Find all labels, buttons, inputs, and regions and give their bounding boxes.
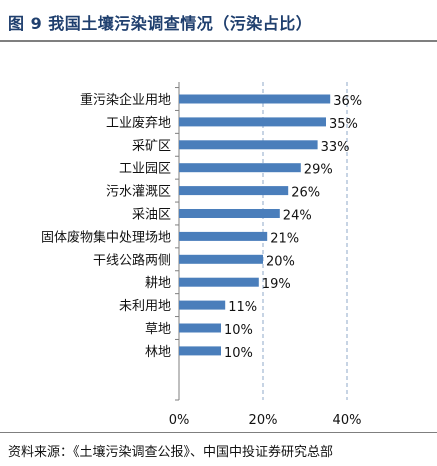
value-label: 21%	[270, 231, 299, 246]
value-label: 36%	[333, 94, 362, 109]
category-label: 工业园区	[119, 162, 171, 177]
x-tick-label: 20%	[249, 413, 278, 428]
category-label: 干线公路两侧	[93, 252, 171, 268]
category-label: 林地	[145, 345, 171, 360]
bar	[179, 117, 326, 127]
bar	[179, 323, 221, 333]
category-label: 采油区	[132, 208, 171, 223]
category-label: 采矿区	[132, 139, 171, 154]
value-label: 26%	[291, 186, 320, 201]
title-bar: 图 9 我国土壤污染调查情况（污染占比）	[0, 0, 437, 42]
category-label: 固体废物集中处理场地	[41, 229, 171, 245]
bar	[179, 277, 259, 287]
bar	[179, 254, 263, 264]
category-label: 重污染企业用地	[80, 92, 171, 108]
bar	[179, 231, 268, 241]
bar	[179, 163, 301, 173]
bar	[179, 140, 318, 150]
value-label: 33%	[321, 140, 350, 155]
value-label: 29%	[304, 163, 333, 178]
category-label: 未利用地	[119, 299, 171, 314]
bar-chart: 重污染企业用地 36% 工业废弃地 35% 采矿区 33% 工业园区 29% 污水灌溉区 26% 采…	[41, 82, 362, 428]
value-label: 20%	[266, 254, 295, 269]
source-footer: 资料来源：《土壤污染调查公报》、中国中投证券研究总部	[0, 432, 437, 466]
source-note: 资料来源：《土壤污染调查公报》、中国中投证券研究总部	[8, 445, 334, 460]
category-label: 耕地	[145, 275, 171, 291]
figure-title: 图 9 我国土壤污染调查情况（污染占比）	[8, 14, 313, 33]
value-label: 35%	[329, 117, 358, 132]
bar	[179, 346, 221, 356]
x-tick-label: 40%	[333, 413, 362, 428]
category-label: 污水灌溉区	[106, 185, 171, 200]
value-label: 11%	[228, 300, 257, 315]
x-tick-label: 0%	[169, 413, 190, 428]
category-label: 工业废弃地	[106, 115, 171, 131]
bar	[179, 94, 331, 104]
bar	[179, 186, 289, 196]
value-label: 24%	[283, 209, 312, 224]
value-label: 10%	[224, 346, 253, 361]
category-label: 草地	[145, 322, 171, 337]
value-label: 19%	[262, 277, 291, 292]
value-label: 10%	[224, 323, 253, 338]
bar	[179, 300, 226, 310]
bar	[179, 209, 280, 218]
